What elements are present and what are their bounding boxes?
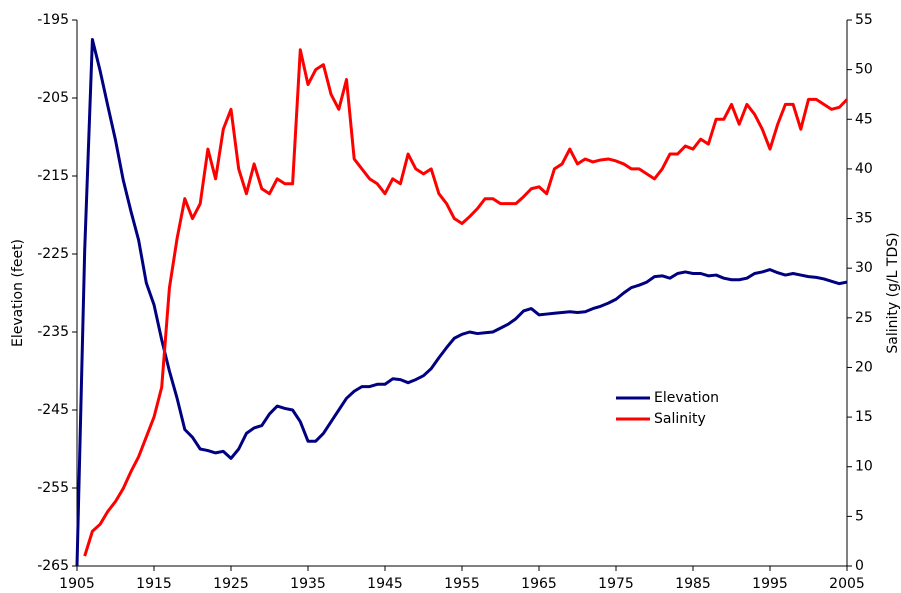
y-tick-label: -225 [37, 246, 69, 262]
x-tick-label: 1985 [675, 576, 711, 592]
y-tick-label: -245 [37, 402, 69, 418]
y2-tick-label: 0 [855, 558, 864, 574]
y-tick-label: -205 [37, 90, 69, 106]
x-tick-label: 1935 [290, 576, 326, 592]
legend-label: Salinity [654, 411, 706, 427]
y2-tick-label: 35 [855, 211, 873, 227]
line-series [75, 38, 848, 567]
y-tick-label: -235 [37, 324, 69, 340]
y2-tick-label: 30 [855, 260, 873, 276]
y-axis-label: Elevation (feet) [10, 239, 26, 347]
y2-tick-label: 55 [855, 12, 873, 28]
legend-label: Elevation [654, 390, 719, 406]
y-tick-label: -195 [37, 12, 69, 28]
y-tick-label: -265 [37, 558, 69, 574]
x-tick-label: 1905 [59, 576, 95, 592]
y2-axis-label: Salinity (g/L TDS) [885, 232, 901, 353]
legend-box [611, 384, 736, 433]
y2-tick-label: 5 [855, 508, 864, 524]
y2-tick-label: 10 [855, 459, 873, 475]
y2-tick-label: 25 [855, 310, 873, 326]
y2-tick-label: 20 [855, 359, 873, 375]
line-series [83, 48, 849, 557]
x-tick-label: 1945 [367, 576, 403, 592]
x-tick-label: 1955 [444, 576, 480, 592]
x-tick-label: 1925 [213, 576, 249, 592]
y-tick-label: -255 [37, 480, 69, 496]
x-tick-label: 1965 [521, 576, 557, 592]
x-tick-label: 1915 [136, 576, 172, 592]
y2-tick-label: 15 [855, 409, 873, 425]
x-tick-label: 1975 [598, 576, 634, 592]
x-tick-label: 1995 [752, 576, 788, 592]
y2-tick-label: 50 [855, 62, 873, 78]
y-tick-label: -215 [37, 168, 69, 184]
y2-tick-label: 40 [855, 161, 873, 177]
x-tick-label: 2005 [829, 576, 865, 592]
y2-tick-label: 45 [855, 111, 873, 127]
